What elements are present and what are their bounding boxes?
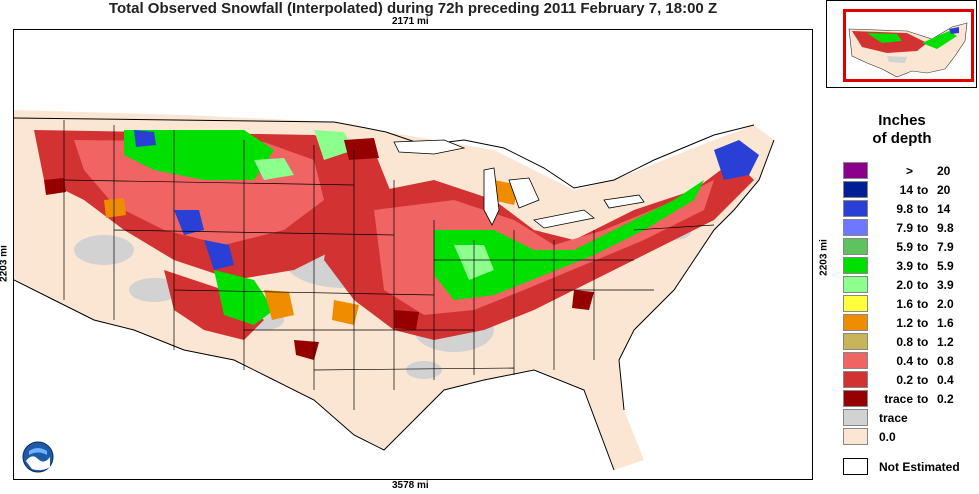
legend-swatch [843,181,868,198]
legend-swatch [843,200,868,217]
legend-row: 2.0 to 3.9 [843,276,973,295]
legend-to: to [917,373,929,387]
legend-swatch [843,295,868,312]
right-distance-label: 2203 mi [818,239,830,276]
legend-swatch [843,219,868,236]
legend-row: >20 [843,162,973,181]
legend-swatch [843,314,868,331]
legend-label: 0.0 [879,430,896,444]
snowfall-map[interactable] [13,29,813,480]
state-borders [63,120,715,410]
legend-to: to [917,240,929,254]
overview-map-graphic [827,1,976,87]
legend-swatch [843,333,868,350]
legend-low-value: 3.9 [896,259,913,273]
legend-high-value: 9.8 [937,221,954,235]
legend-to: to [917,392,929,406]
legend-low-value: trace [884,392,913,406]
snow-green-light [254,130,494,280]
legend-swatch [843,276,868,293]
legend-swatch [843,428,868,445]
legend-row: 5.9 to 7.9 [843,238,973,257]
legend-high-value: 7.9 [937,240,954,254]
legend: >20 14 to 20 9.8 to 14 7.9 to 9.8 5.9 to 7.9 3.9 to 5.9… [843,162,973,447]
legend-low-value: 14 [899,183,913,197]
legend-row: 0.0 [843,428,973,447]
legend-high-value: 5.9 [937,259,954,273]
legend-row: 1.2 to 1.6 [843,314,973,333]
snowfall-map-graphic [14,110,775,471]
legend-low-value: > [905,164,913,178]
great-lakes [393,139,645,229]
legend-swatch [843,162,868,179]
legend-row: 0.8 to 1.2 [843,333,973,352]
legend-label: trace [879,411,908,425]
legend-to: to [917,221,929,235]
legend-to: to [917,183,929,197]
legend-not-estimated: Not Estimated [843,458,973,477]
legend-swatch [843,352,868,369]
legend-high-value: 0.4 [937,373,954,387]
legend-to: to [917,316,929,330]
legend-to: to [917,335,929,349]
legend-to: to [917,278,929,292]
map-title: Total Observed Snowfall (Interpolated) d… [108,0,718,17]
legend-to: to [917,297,929,311]
bottom-distance-label: 3578 mi [392,480,429,491]
legend-low-value: 5.9 [896,240,913,254]
legend-low-value: 1.6 [896,297,913,311]
legend-low-value: 7.9 [896,221,913,235]
legend-to: to [917,354,929,368]
legend-row: trace to 0.2 [843,390,973,409]
legend-swatch [843,371,868,388]
legend-high-value: 20 [937,164,951,178]
legend-high-value: 0.8 [937,354,954,368]
noaa-logo-icon [22,441,54,473]
not-estimated-swatch [843,458,868,475]
legend-row: 0.2 to 0.4 [843,371,973,390]
not-estimated-label: Not Estimated [879,460,960,474]
legend-high-value: 0.2 [937,392,954,406]
snow-trace-dark [44,138,594,360]
legend-low-value: 9.8 [896,202,913,216]
legend-row: trace [843,409,973,428]
legend-swatch [843,409,868,426]
legend-to: to [917,259,929,273]
view-extent-box [843,9,974,82]
legend-swatch [843,238,868,255]
legend-low-value: 1.2 [896,316,913,330]
legend-low-value: 0.8 [896,335,913,349]
left-distance-label: 2203 mi [0,245,10,282]
legend-title-line1: Inches [878,112,926,129]
legend-to: to [917,202,929,216]
snow-orange [104,180,519,325]
noaa-logo [22,441,54,473]
legend-row: 14 to 20 [843,181,973,200]
legend-high-value: 14 [937,202,951,216]
legend-low-value: 2.0 [896,278,913,292]
legend-row: 7.9 to 9.8 [843,219,973,238]
legend-high-value: 20 [937,183,951,197]
legend-row: 0.4 to 0.8 [843,352,973,371]
legend-title: Inches of depth [832,112,972,148]
legend-high-value: 1.2 [937,335,954,349]
coastline [14,139,775,471]
legend-high-value: 1.6 [937,316,954,330]
canada-border [14,117,755,189]
legend-row: 3.9 to 5.9 [843,257,973,276]
snow-heavy [134,130,759,270]
legend-high-value: 2.0 [937,297,954,311]
legend-low-value: 0.2 [896,373,913,387]
legend-low-value: 0.4 [896,354,913,368]
legend-row: 1.6 to 2.0 [843,295,973,314]
legend-title-line2: of depth [872,130,932,147]
legend-high-value: 3.9 [937,278,954,292]
legend-swatch [843,390,868,407]
overview-inset-map[interactable] [826,0,977,88]
top-distance-label: 2171 mi [392,16,429,27]
legend-swatch [843,257,868,274]
legend-row: 9.8 to 14 [843,200,973,219]
